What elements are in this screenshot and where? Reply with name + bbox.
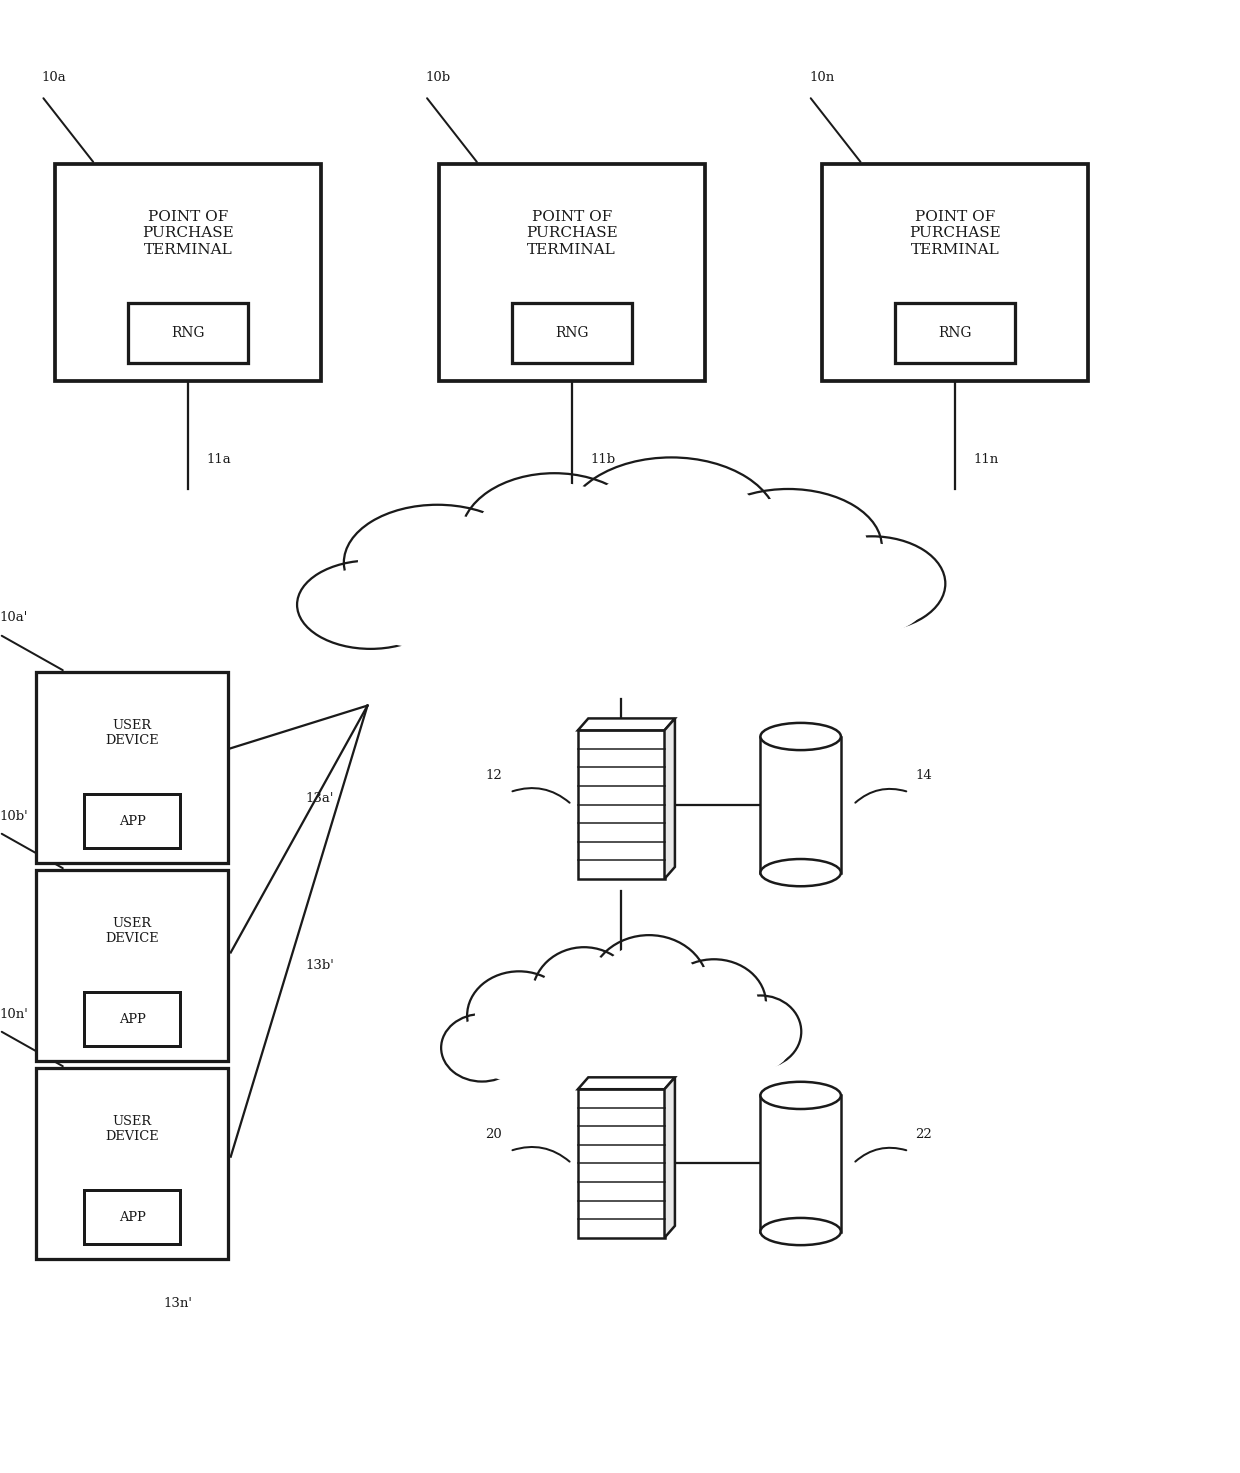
Ellipse shape — [539, 955, 629, 1037]
Ellipse shape — [379, 570, 863, 650]
Bar — [84, 993, 180, 1046]
Bar — [128, 303, 248, 364]
Ellipse shape — [725, 1000, 795, 1062]
Ellipse shape — [760, 723, 841, 750]
Bar — [36, 672, 228, 863]
Ellipse shape — [464, 1015, 779, 1089]
Text: 13n': 13n' — [164, 1296, 192, 1309]
Polygon shape — [578, 719, 675, 731]
Ellipse shape — [487, 1021, 755, 1083]
Text: 14: 14 — [915, 769, 932, 782]
Text: 13b': 13b' — [305, 959, 335, 972]
Bar — [760, 736, 841, 872]
Bar — [439, 164, 704, 380]
Text: 10n: 10n — [808, 71, 835, 84]
Text: 10b: 10b — [425, 71, 450, 84]
Text: USER
DEVICE: USER DEVICE — [105, 719, 159, 747]
Ellipse shape — [580, 468, 763, 583]
Ellipse shape — [343, 505, 531, 620]
Text: POINT OF
PURCHASE
TERMINAL: POINT OF PURCHASE TERMINAL — [909, 211, 1001, 256]
Text: APP: APP — [119, 815, 146, 828]
Text: RNG: RNG — [171, 326, 205, 340]
Ellipse shape — [670, 966, 758, 1041]
Ellipse shape — [320, 557, 921, 663]
Ellipse shape — [308, 567, 433, 642]
Polygon shape — [665, 719, 675, 879]
Ellipse shape — [709, 498, 868, 597]
Text: APP: APP — [119, 1211, 146, 1224]
Text: 11b: 11b — [590, 454, 615, 467]
Text: POINT OF
PURCHASE
TERMINAL: POINT OF PURCHASE TERMINAL — [526, 211, 618, 256]
Ellipse shape — [760, 859, 841, 887]
Bar — [36, 869, 228, 1062]
Text: 10a': 10a' — [0, 611, 27, 625]
Bar — [895, 303, 1016, 364]
Text: 10a: 10a — [42, 71, 67, 84]
Text: 10b': 10b' — [0, 810, 29, 822]
Bar — [578, 1089, 665, 1237]
Ellipse shape — [590, 935, 708, 1040]
Ellipse shape — [337, 563, 905, 657]
Text: APP: APP — [119, 1012, 146, 1025]
Ellipse shape — [358, 514, 517, 611]
Bar — [512, 303, 631, 364]
Bar — [760, 1096, 841, 1231]
Ellipse shape — [662, 959, 766, 1047]
Text: 10n': 10n' — [0, 1008, 29, 1021]
Ellipse shape — [564, 458, 779, 594]
Text: RNG: RNG — [556, 326, 589, 340]
Ellipse shape — [475, 483, 634, 591]
Ellipse shape — [694, 489, 882, 605]
Ellipse shape — [467, 971, 572, 1059]
Ellipse shape — [461, 473, 649, 600]
Ellipse shape — [599, 943, 699, 1033]
Polygon shape — [665, 1077, 675, 1237]
Text: 12: 12 — [485, 769, 502, 782]
Ellipse shape — [298, 561, 444, 650]
Text: 11n: 11n — [973, 454, 999, 467]
Polygon shape — [578, 1077, 675, 1089]
Text: USER
DEVICE: USER DEVICE — [105, 1115, 159, 1143]
Text: 20: 20 — [485, 1128, 502, 1142]
Text: RNG: RNG — [939, 326, 972, 340]
Ellipse shape — [760, 1081, 841, 1109]
Ellipse shape — [441, 1013, 523, 1081]
Bar — [84, 794, 180, 848]
Ellipse shape — [760, 1218, 841, 1245]
Ellipse shape — [475, 978, 563, 1053]
Ellipse shape — [454, 1012, 789, 1091]
Text: POINT OF
PURCHASE
TERMINAL: POINT OF PURCHASE TERMINAL — [143, 211, 234, 256]
Text: 22: 22 — [915, 1128, 932, 1142]
Ellipse shape — [532, 947, 636, 1044]
Bar — [822, 164, 1089, 380]
Ellipse shape — [810, 544, 934, 625]
Text: USER
DEVICE: USER DEVICE — [105, 916, 159, 944]
Ellipse shape — [799, 536, 945, 630]
Bar — [84, 1190, 180, 1245]
Ellipse shape — [719, 996, 801, 1068]
Bar — [578, 731, 665, 879]
Ellipse shape — [448, 1019, 517, 1077]
Bar — [55, 164, 321, 380]
Text: 13a': 13a' — [305, 792, 334, 806]
Bar — [36, 1068, 228, 1259]
Text: 11a: 11a — [207, 454, 232, 467]
